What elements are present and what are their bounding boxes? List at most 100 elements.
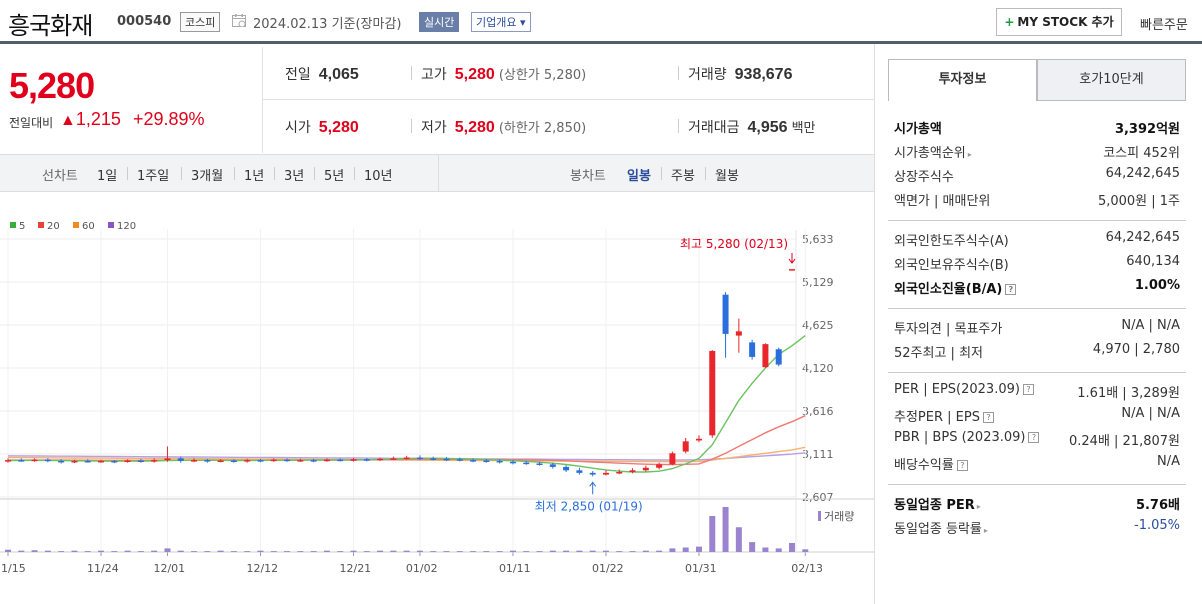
info-label: 외국인소진율(B/A)? xyxy=(894,278,1017,297)
base-date: 2024.02.13 기준(장마감) xyxy=(253,17,402,32)
volume-bar xyxy=(656,550,663,552)
info-label: 투자의견 | 목표주가 xyxy=(894,322,1003,337)
quick-order-link[interactable]: 빠른주문 xyxy=(1140,18,1188,33)
price-chart[interactable]: 5 20 60 120 5,633 5,129 4,625 4,120 3,616 3,111 2,… xyxy=(0,192,875,604)
y-tick-label: 3,616 xyxy=(802,405,834,418)
info-row: 52주최고 | 최저 4,970 | 2,780 xyxy=(888,339,1186,363)
legend-label: 60 xyxy=(82,221,95,232)
candle-body xyxy=(111,460,118,463)
candle-body xyxy=(390,458,397,460)
volume-bar xyxy=(589,550,596,552)
add-my-stock-button[interactable]: + MY STOCK 추가 xyxy=(996,8,1122,36)
candle-monthly[interactable]: 월봉 xyxy=(715,169,739,184)
stat-high: 고가 5,280 (상한가 5,280) xyxy=(421,66,587,83)
candle-body xyxy=(337,459,344,462)
volume-bar xyxy=(297,551,304,552)
candle-body xyxy=(84,460,91,463)
volume-bar xyxy=(523,551,530,552)
volume-bar xyxy=(509,550,516,552)
legend-label: 5 xyxy=(19,221,25,232)
y-tick-label: 4,625 xyxy=(802,319,834,332)
info-value: 1.00% xyxy=(1134,278,1180,293)
volume-label: 거래량 xyxy=(824,510,854,523)
stat-volume: 거래량 938,676 xyxy=(688,66,793,83)
help-icon[interactable]: ? xyxy=(956,460,968,471)
info-section: 외국인한도주식수(A) 64,242,645 외국인보유주식수(B) 640,134 외… xyxy=(888,227,1186,299)
volume-bar xyxy=(789,543,795,552)
candle-body xyxy=(496,460,503,463)
candle-daily[interactable]: 일봉 xyxy=(627,169,651,184)
volume-bar xyxy=(124,550,131,552)
info-row: 동일업종 PER ▸ 5.76배 xyxy=(888,491,1186,515)
volume-bar xyxy=(111,551,118,552)
up-arrow-icon: ▲ xyxy=(60,112,76,129)
candle-body xyxy=(257,460,264,462)
info-label[interactable]: 시가총액순위 ▸ xyxy=(894,146,972,161)
period-5y[interactable]: 5년 xyxy=(324,169,345,184)
info-label: 상장주식수 xyxy=(894,170,954,185)
candle-body xyxy=(656,464,663,468)
candle-body xyxy=(31,459,38,462)
volume-bar xyxy=(443,551,450,552)
info-label: PBR | BPS (2023.09)? xyxy=(894,430,1040,445)
info-label[interactable]: 동일업종 PER ▸ xyxy=(894,498,981,513)
help-icon[interactable]: ? xyxy=(1022,384,1034,395)
x-tick-label: 01/22 xyxy=(592,562,624,575)
info-value: 640,134 xyxy=(1126,254,1180,269)
volume-bar xyxy=(244,551,251,552)
period-3m[interactable]: 3개월 xyxy=(191,169,224,184)
volume-bar xyxy=(284,551,291,552)
change-label: 전일대비 xyxy=(9,116,54,130)
candle-body xyxy=(602,472,609,475)
volume-bar xyxy=(403,550,410,552)
help-icon[interactable]: ? xyxy=(1005,284,1017,295)
candle-body xyxy=(669,453,676,465)
candle-body xyxy=(443,458,450,461)
help-icon[interactable]: ? xyxy=(1028,432,1040,443)
tab-investment-info[interactable]: 투자정보 xyxy=(888,59,1037,101)
volume-bar xyxy=(337,551,344,552)
candle-body xyxy=(509,461,516,464)
info-label[interactable]: 동일업종 등락률 ▸ xyxy=(894,522,988,537)
candle-body xyxy=(789,269,795,271)
volume-bar xyxy=(602,550,609,552)
info-label: 배당수익률? xyxy=(894,454,968,473)
y-tick-label: 5,129 xyxy=(802,276,834,289)
realtime-button[interactable]: 실시간 xyxy=(419,12,460,32)
info-row: 배당수익률? N/A xyxy=(888,451,1186,475)
tab-order-book[interactable]: 호가10단계 xyxy=(1037,59,1186,101)
stat-open: 시가 5,280 xyxy=(285,119,359,136)
candle-body xyxy=(363,459,370,461)
candle-body xyxy=(350,459,357,461)
info-row: 외국인소진율(B/A)? 1.00% xyxy=(888,275,1186,299)
candle-body xyxy=(177,458,184,461)
stat-low: 저가 5,280 (하한가 2,850) xyxy=(421,119,587,136)
info-label: 외국인한도주식수(A) xyxy=(894,234,1009,249)
y-tick-label: 2,607 xyxy=(802,491,834,504)
legend-swatch xyxy=(10,222,16,228)
volume-bar xyxy=(576,550,583,552)
help-icon[interactable]: ? xyxy=(982,412,994,423)
period-1d[interactable]: 1일 xyxy=(97,169,118,184)
legend-label: 20 xyxy=(47,221,60,232)
candle-body xyxy=(403,457,410,460)
volume-bar xyxy=(416,550,423,552)
period-3y[interactable]: 3년 xyxy=(284,169,305,184)
current-price: 5,280 xyxy=(9,65,95,106)
period-1y[interactable]: 1년 xyxy=(244,169,265,184)
company-overview-dropdown[interactable]: 기업개요 ▾ xyxy=(471,12,531,32)
volume-bar xyxy=(31,550,38,552)
price-box: 5,280 전일대비 ▲1,215 +29.89% xyxy=(0,47,263,153)
legend-swatch xyxy=(73,222,79,228)
candle-weekly[interactable]: 주봉 xyxy=(671,169,695,184)
candle-body xyxy=(629,470,636,473)
period-10y[interactable]: 10년 xyxy=(364,169,393,184)
period-1w[interactable]: 1주일 xyxy=(137,169,170,184)
volume-bar xyxy=(230,551,237,552)
volume-bar xyxy=(549,550,556,552)
line-chart-label: 선차트 xyxy=(42,169,78,184)
info-row: 외국인보유주식수(B) 640,134 xyxy=(888,251,1186,275)
info-label: 추정PER | EPS? xyxy=(894,406,994,425)
candle-body xyxy=(642,467,649,471)
info-label: PER | EPS(2023.09)? xyxy=(894,382,1034,397)
